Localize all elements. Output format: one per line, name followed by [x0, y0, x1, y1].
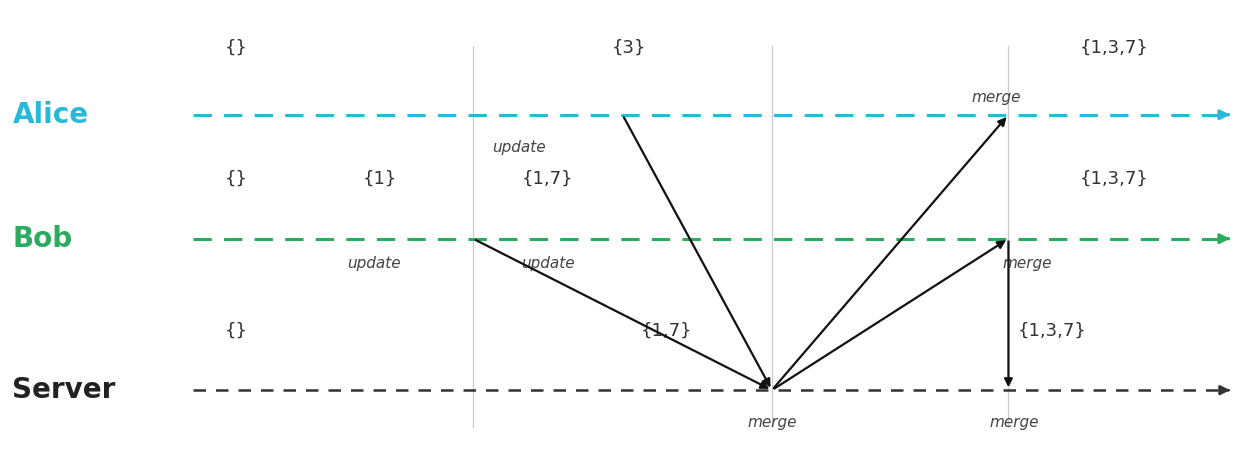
Text: merge: merge [990, 415, 1040, 431]
Text: update: update [520, 256, 575, 271]
Text: {1,3,7}: {1,3,7} [1079, 39, 1149, 57]
Text: {1,3,7}: {1,3,7} [1017, 321, 1087, 340]
Text: {}: {} [225, 321, 248, 340]
Text: {}: {} [225, 39, 248, 57]
Text: {1,7}: {1,7} [640, 321, 692, 340]
Text: {1,7}: {1,7} [522, 170, 574, 188]
Text: Server: Server [12, 376, 116, 404]
Text: Bob: Bob [12, 224, 72, 253]
Text: {3}: {3} [611, 39, 646, 57]
Text: update: update [346, 256, 401, 271]
Text: update: update [492, 140, 545, 155]
Text: {1}: {1} [362, 170, 397, 188]
Text: merge: merge [1002, 256, 1052, 271]
Text: merge: merge [747, 415, 797, 431]
Text: {}: {} [225, 170, 248, 188]
Text: merge: merge [971, 90, 1021, 105]
Text: Alice: Alice [12, 101, 88, 129]
Text: {1,3,7}: {1,3,7} [1079, 170, 1149, 188]
